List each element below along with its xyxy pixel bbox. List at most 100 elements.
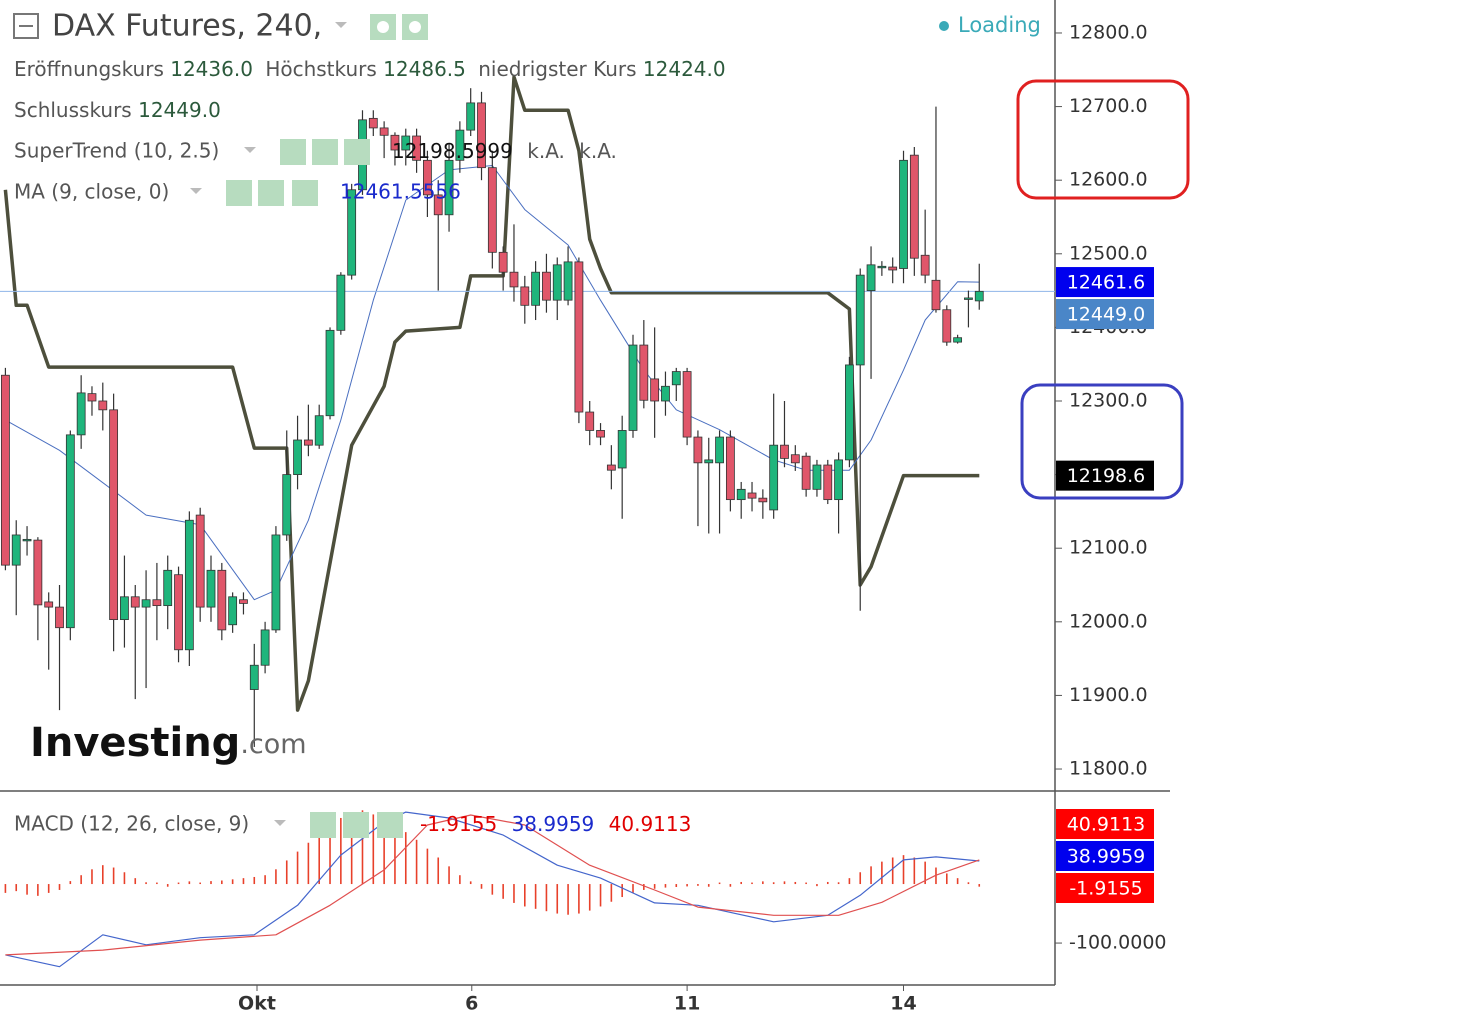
dropdown-caret[interactable] [244,147,256,153]
candle-body [455,129,465,161]
price-tag [1056,809,1154,839]
candle-body [249,664,259,690]
candle-body [866,264,876,291]
candle-body [141,599,151,608]
macd-histogram-value: -1.9155 [420,812,497,836]
visibility-icon[interactable] [280,139,306,165]
candle-body [347,189,357,276]
candle-body [801,455,811,490]
candle-body [877,265,887,269]
dropdown-caret[interactable] [274,820,286,826]
logo-suffix: .com [240,729,306,760]
chart-title: DAX Futures, 240, [52,9,322,44]
candle-body [628,344,638,431]
candle-body [725,436,735,501]
indicator-line [5,814,980,956]
ma-value: 12461.5556 [340,180,461,204]
candle-body [953,337,963,343]
candle-body [303,439,313,446]
candle-body [790,454,800,464]
settings-icon[interactable] [343,812,369,838]
candle-body [1,374,10,566]
candle-body [98,400,108,411]
candle-body [671,371,681,386]
macd-signal-value: 40.9113 [609,812,692,836]
candle-body [639,344,649,401]
remove-icon[interactable] [292,180,318,206]
remove-icon[interactable] [377,812,403,838]
visibility-icon[interactable] [310,812,336,838]
candle-body [509,271,519,288]
candle-body [282,474,292,536]
open-label: Eröffnungskurs [14,57,164,81]
candle-body [747,492,757,499]
price-tag-label: 40.9113 [1067,814,1146,836]
candle-body [574,261,584,413]
candle-body [260,629,270,666]
y-tick-label: 12500.0 [1069,242,1148,264]
remove-icon[interactable] [344,139,370,165]
candle-body [520,286,530,306]
candle-body [228,596,238,626]
candle-body [444,159,454,216]
candle-body [76,392,86,436]
candle-body [812,464,822,490]
candle-body [855,274,865,366]
plot: 11800.011900.012000.012100.012200.012300… [0,21,1167,1015]
price-tag-label: -1.9155 [1069,878,1142,900]
y-tick-label: 12100.0 [1069,537,1148,559]
visibility-icon[interactable] [226,180,252,206]
candle-body [87,393,97,402]
candle-body [477,102,486,169]
candle-body [617,430,627,469]
candle-body [55,606,64,629]
candle-body [920,254,930,276]
candle-body [314,415,324,446]
y-tick-label: 12800.0 [1069,21,1148,43]
candle-body [109,409,119,621]
ma-label: MA (9, close, 0) [14,180,169,204]
candle-body [650,378,660,402]
high-label: Höchstkurs [265,57,377,81]
candle-body [206,569,216,608]
price-tag [1056,267,1154,298]
candle-body [120,596,129,621]
status-dot [939,21,949,31]
dropdown-caret[interactable] [335,22,347,28]
x-tick-label: Okt [238,993,276,1015]
candle-body [974,290,984,302]
candle-body [174,574,183,651]
candle-body [195,514,205,608]
y-tick-label: 11800.0 [1069,758,1148,780]
candle-body [715,436,724,464]
candle-body [152,599,162,607]
y-tick-label: 12300.0 [1069,389,1148,411]
candle-body [823,464,833,501]
collapse-icon[interactable] [13,13,39,39]
low-label: niedrigster Kurs [478,57,636,81]
settings-icon[interactable] [258,180,284,206]
candle-body [379,127,389,136]
y-tick-label: 12700.0 [1069,95,1148,117]
candle-body [585,411,595,431]
x-tick-label: 6 [465,993,478,1015]
candle-body [531,271,541,306]
settings-icon[interactable] [312,139,338,165]
indicator-line [5,165,980,601]
supertrend-value: k.A. [579,139,617,163]
candle-body [769,444,779,511]
candle-body [390,134,400,151]
close-label: Schlusskurs [14,98,132,122]
candle-body [498,251,508,273]
icon-glyph [377,21,389,33]
candle-body [780,444,789,459]
candle-body [888,266,898,271]
candle-body [758,497,768,503]
candle-body [606,464,616,471]
x-tick-label: 11 [674,993,700,1015]
y-tick-label: -100.0000 [1069,932,1167,954]
dropdown-caret[interactable] [190,188,202,194]
candle-body [401,135,411,151]
candle-body [596,430,605,438]
y-tick-label: 11900.0 [1069,684,1148,706]
